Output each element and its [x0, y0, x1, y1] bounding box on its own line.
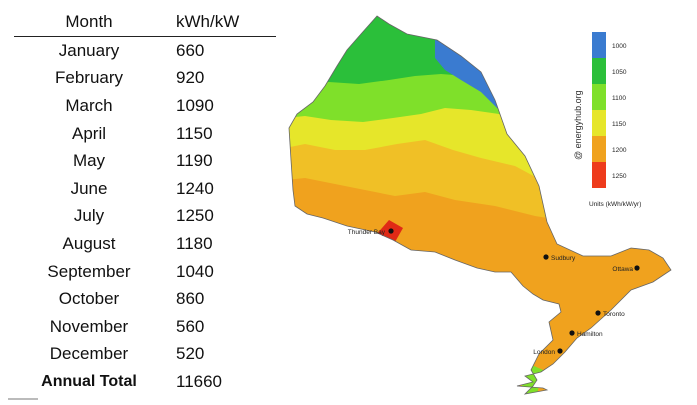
table-row: July 1250	[14, 203, 276, 231]
cities: Thunder Bay Sudbury Ottawa Toronto Hamil…	[348, 228, 640, 356]
city-dot-sudbury	[543, 254, 549, 260]
table-row: May 1190	[14, 147, 276, 175]
legend-swatch-1000	[592, 32, 606, 58]
legend-units: Units (kWh/kW/yr)	[589, 201, 641, 208]
value-cell: 520	[176, 344, 205, 364]
total-label: Annual Total	[41, 372, 137, 390]
month-cell: September	[47, 261, 131, 281]
legend-label-1250: 1250	[612, 173, 627, 180]
value-cell: 1250	[176, 206, 214, 226]
month-cell: July	[73, 206, 105, 226]
value-cell: 920	[176, 68, 205, 88]
table-row: December 520	[14, 341, 276, 369]
table-row: April 1150	[14, 120, 276, 148]
city-dot-toronto	[595, 310, 601, 316]
table-row: November 560	[14, 313, 276, 341]
legend-swatch-1150	[592, 110, 606, 136]
table-row: January 660	[14, 37, 276, 65]
month-cell: May	[72, 151, 106, 171]
legend-swatch-1250	[592, 162, 606, 188]
city-dot-ottawa	[634, 265, 640, 271]
month-cell: January	[58, 40, 120, 60]
month-cell: August	[62, 233, 116, 253]
legend-swatch-1100	[592, 84, 606, 110]
month-cell: April	[71, 123, 106, 143]
city-dot-hamilton	[569, 330, 575, 336]
city-label-sudbury: Sudbury	[551, 255, 576, 262]
legend-label-1100: 1100	[612, 95, 626, 102]
month-cell: February	[54, 68, 124, 88]
city-label-toronto: Toronto	[603, 311, 625, 318]
value-cell: 1150	[176, 123, 213, 143]
table-header: Month kWh/kW	[14, 8, 276, 37]
table-body: January 660 February 920 March 1090 April 1150 M…	[14, 37, 276, 368]
solar-yield-table: Month kWh/kW January 660 February 920 March 1…	[14, 8, 276, 396]
total-row: Annual Total 11660	[14, 368, 276, 396]
total-value: 11660	[176, 371, 223, 391]
legend-label-1000: 1000	[612, 43, 627, 50]
legend-swatch-1050	[592, 58, 606, 84]
ontario-solar-map: Thunder Bay Sudbury Ottawa Toronto Hamil…	[288, 15, 672, 395]
city-label-thunder-bay: Thunder Bay	[348, 229, 386, 236]
table-row: March 1090	[14, 92, 276, 120]
legend: 1000 1050 1100 1150 1200 1250	[592, 32, 627, 188]
city-dot-london	[557, 348, 563, 354]
month-cell: June	[70, 178, 108, 198]
month-cell: October	[58, 289, 120, 309]
month-column-header: Month	[65, 12, 113, 31]
table-row: June 1240	[14, 175, 276, 203]
yield-column-header: kWh/kW	[176, 12, 240, 31]
legend-label-1200: 1200	[612, 147, 627, 154]
month-cell: November	[49, 316, 129, 336]
legend-label-1150: 1150	[612, 121, 626, 128]
city-label-london: London	[533, 349, 555, 356]
value-cell: 1240	[176, 178, 214, 198]
city-label-hamilton: Hamilton	[577, 331, 603, 338]
value-cell: 1180	[176, 233, 213, 253]
month-cell: March	[65, 95, 113, 115]
table-row: October 860	[14, 285, 276, 313]
watermark: @ energyhub.org	[573, 90, 583, 160]
value-cell: 1040	[176, 261, 214, 281]
table-row: February 920	[14, 65, 276, 93]
value-cell: 860	[176, 289, 205, 309]
value-cell: 560	[176, 316, 205, 336]
city-dot-thunder-bay	[388, 228, 394, 234]
value-cell: 660	[176, 40, 205, 60]
corner-mark	[8, 398, 38, 400]
legend-swatch-1200	[592, 136, 606, 162]
province-outline	[288, 15, 672, 395]
table-row: August 1180	[14, 230, 276, 258]
month-cell: December	[49, 344, 129, 364]
value-cell: 1090	[176, 95, 214, 115]
legend-label-1050: 1050	[612, 69, 627, 76]
table-row: September 1040	[14, 258, 276, 286]
value-cell: 1190	[176, 151, 213, 171]
city-label-ottawa: Ottawa	[612, 266, 633, 273]
